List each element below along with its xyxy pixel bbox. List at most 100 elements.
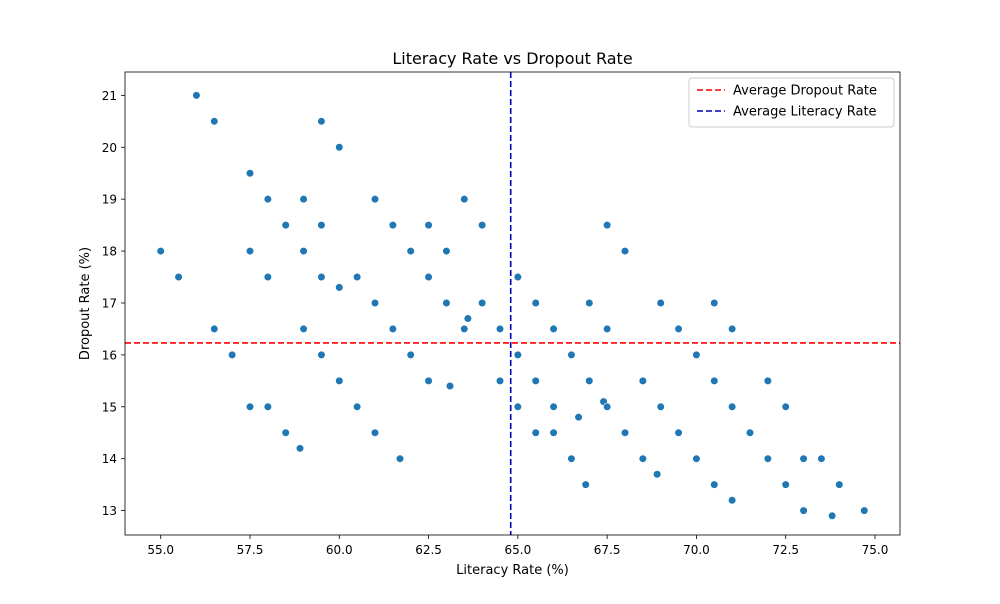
- data-point: [549, 402, 558, 411]
- data-point: [835, 480, 844, 489]
- y-tick-label: 19: [102, 193, 117, 207]
- y-tick-label: 14: [102, 452, 117, 466]
- data-point: [710, 376, 719, 385]
- data-point: [317, 221, 326, 230]
- data-point: [442, 246, 451, 256]
- data-point: [370, 298, 380, 308]
- data-point: [353, 402, 362, 411]
- data-point: [478, 298, 487, 308]
- data-point: [817, 454, 826, 463]
- data-point: [549, 428, 558, 437]
- data-point: [245, 246, 255, 256]
- data-point: [531, 376, 540, 385]
- data-point: [263, 195, 272, 204]
- data-point: [531, 298, 540, 308]
- data-point: [370, 195, 380, 204]
- data-point: [781, 402, 790, 411]
- data-point: [424, 221, 433, 230]
- x-tick-label: 72.5: [772, 543, 799, 557]
- x-tick-label: 70.0: [683, 543, 710, 557]
- data-point: [638, 454, 647, 463]
- axes-frame: [124, 71, 901, 536]
- data-point: [763, 454, 772, 463]
- data-point: [603, 402, 612, 411]
- data-point: [585, 298, 594, 308]
- data-point: [710, 298, 719, 308]
- x-tick-label: 57.5: [237, 543, 264, 557]
- y-tick-label: 21: [102, 89, 117, 103]
- data-point: [424, 272, 433, 282]
- chart-title: Literacy Rate vs Dropout Rate: [392, 49, 632, 68]
- data-point: [495, 376, 505, 385]
- data-point: [388, 221, 397, 230]
- legend-label: Average Dropout Rate: [733, 84, 877, 99]
- y-tick-label: 20: [102, 141, 117, 155]
- data-point: [603, 324, 612, 334]
- plot-area: 55.0 57.5 60.0 62.5 65.0 67.5 70.0 72.5 75.0 13 14…: [102, 71, 901, 557]
- y-tick-label: 15: [102, 400, 117, 414]
- data-point: [763, 376, 772, 385]
- data-point: [317, 272, 326, 282]
- data-point: [442, 298, 451, 308]
- data-point: [620, 246, 630, 256]
- data-point: [460, 195, 469, 204]
- data-point: [406, 246, 415, 256]
- data-point: [317, 350, 326, 359]
- data-point: [513, 350, 522, 359]
- data-point: [653, 470, 662, 479]
- data-point: [638, 376, 647, 385]
- x-tick-label: 65.0: [504, 543, 531, 557]
- x-axis-label: Literacy Rate (%): [456, 563, 569, 578]
- data-point: [299, 324, 308, 334]
- y-tick-label: 16: [102, 348, 117, 362]
- data-point: [728, 496, 737, 505]
- data-point: [585, 376, 594, 385]
- y-axis-label: Dropout Rate (%): [78, 247, 93, 360]
- data-point: [860, 506, 869, 515]
- data-point: [567, 454, 576, 463]
- data-point: [567, 350, 576, 359]
- data-point: [192, 91, 201, 100]
- data-point: [245, 169, 255, 178]
- data-point: [574, 413, 583, 422]
- data-point: [210, 324, 219, 334]
- data-point: [388, 324, 397, 334]
- data-point: [353, 272, 362, 282]
- legend-label: Average Literacy Rate: [733, 105, 877, 120]
- data-point: [828, 511, 837, 520]
- data-point: [549, 324, 558, 334]
- x-tick-label: 55.0: [147, 543, 174, 557]
- data-point: [745, 428, 755, 437]
- data-point: [299, 195, 308, 204]
- data-point: [317, 117, 326, 126]
- data-point: [692, 454, 701, 463]
- data-point: [335, 283, 344, 292]
- data-point: [495, 324, 505, 334]
- data-point: [281, 428, 290, 437]
- data-point: [335, 376, 344, 385]
- data-point: [656, 402, 665, 411]
- data-point: [478, 221, 487, 230]
- data-point: [299, 246, 308, 256]
- data-point: [295, 444, 305, 453]
- data-point: [674, 324, 683, 334]
- data-point: [460, 324, 469, 334]
- data-point: [620, 428, 630, 437]
- y-tick-label: 13: [102, 504, 117, 518]
- legend: Average Dropout Rate Average Literacy Rat…: [688, 77, 895, 128]
- data-point: [799, 506, 808, 515]
- data-point: [781, 480, 790, 489]
- data-point: [728, 402, 737, 411]
- data-point: [656, 298, 665, 308]
- y-tick-label: 17: [102, 296, 117, 310]
- data-point: [406, 350, 415, 359]
- data-point: [395, 454, 405, 463]
- x-tick-label: 62.5: [415, 543, 442, 557]
- y-tick-label: 18: [102, 245, 117, 259]
- data-point: [445, 381, 455, 391]
- data-point: [581, 480, 590, 489]
- data-point: [263, 402, 272, 411]
- data-point: [799, 454, 808, 463]
